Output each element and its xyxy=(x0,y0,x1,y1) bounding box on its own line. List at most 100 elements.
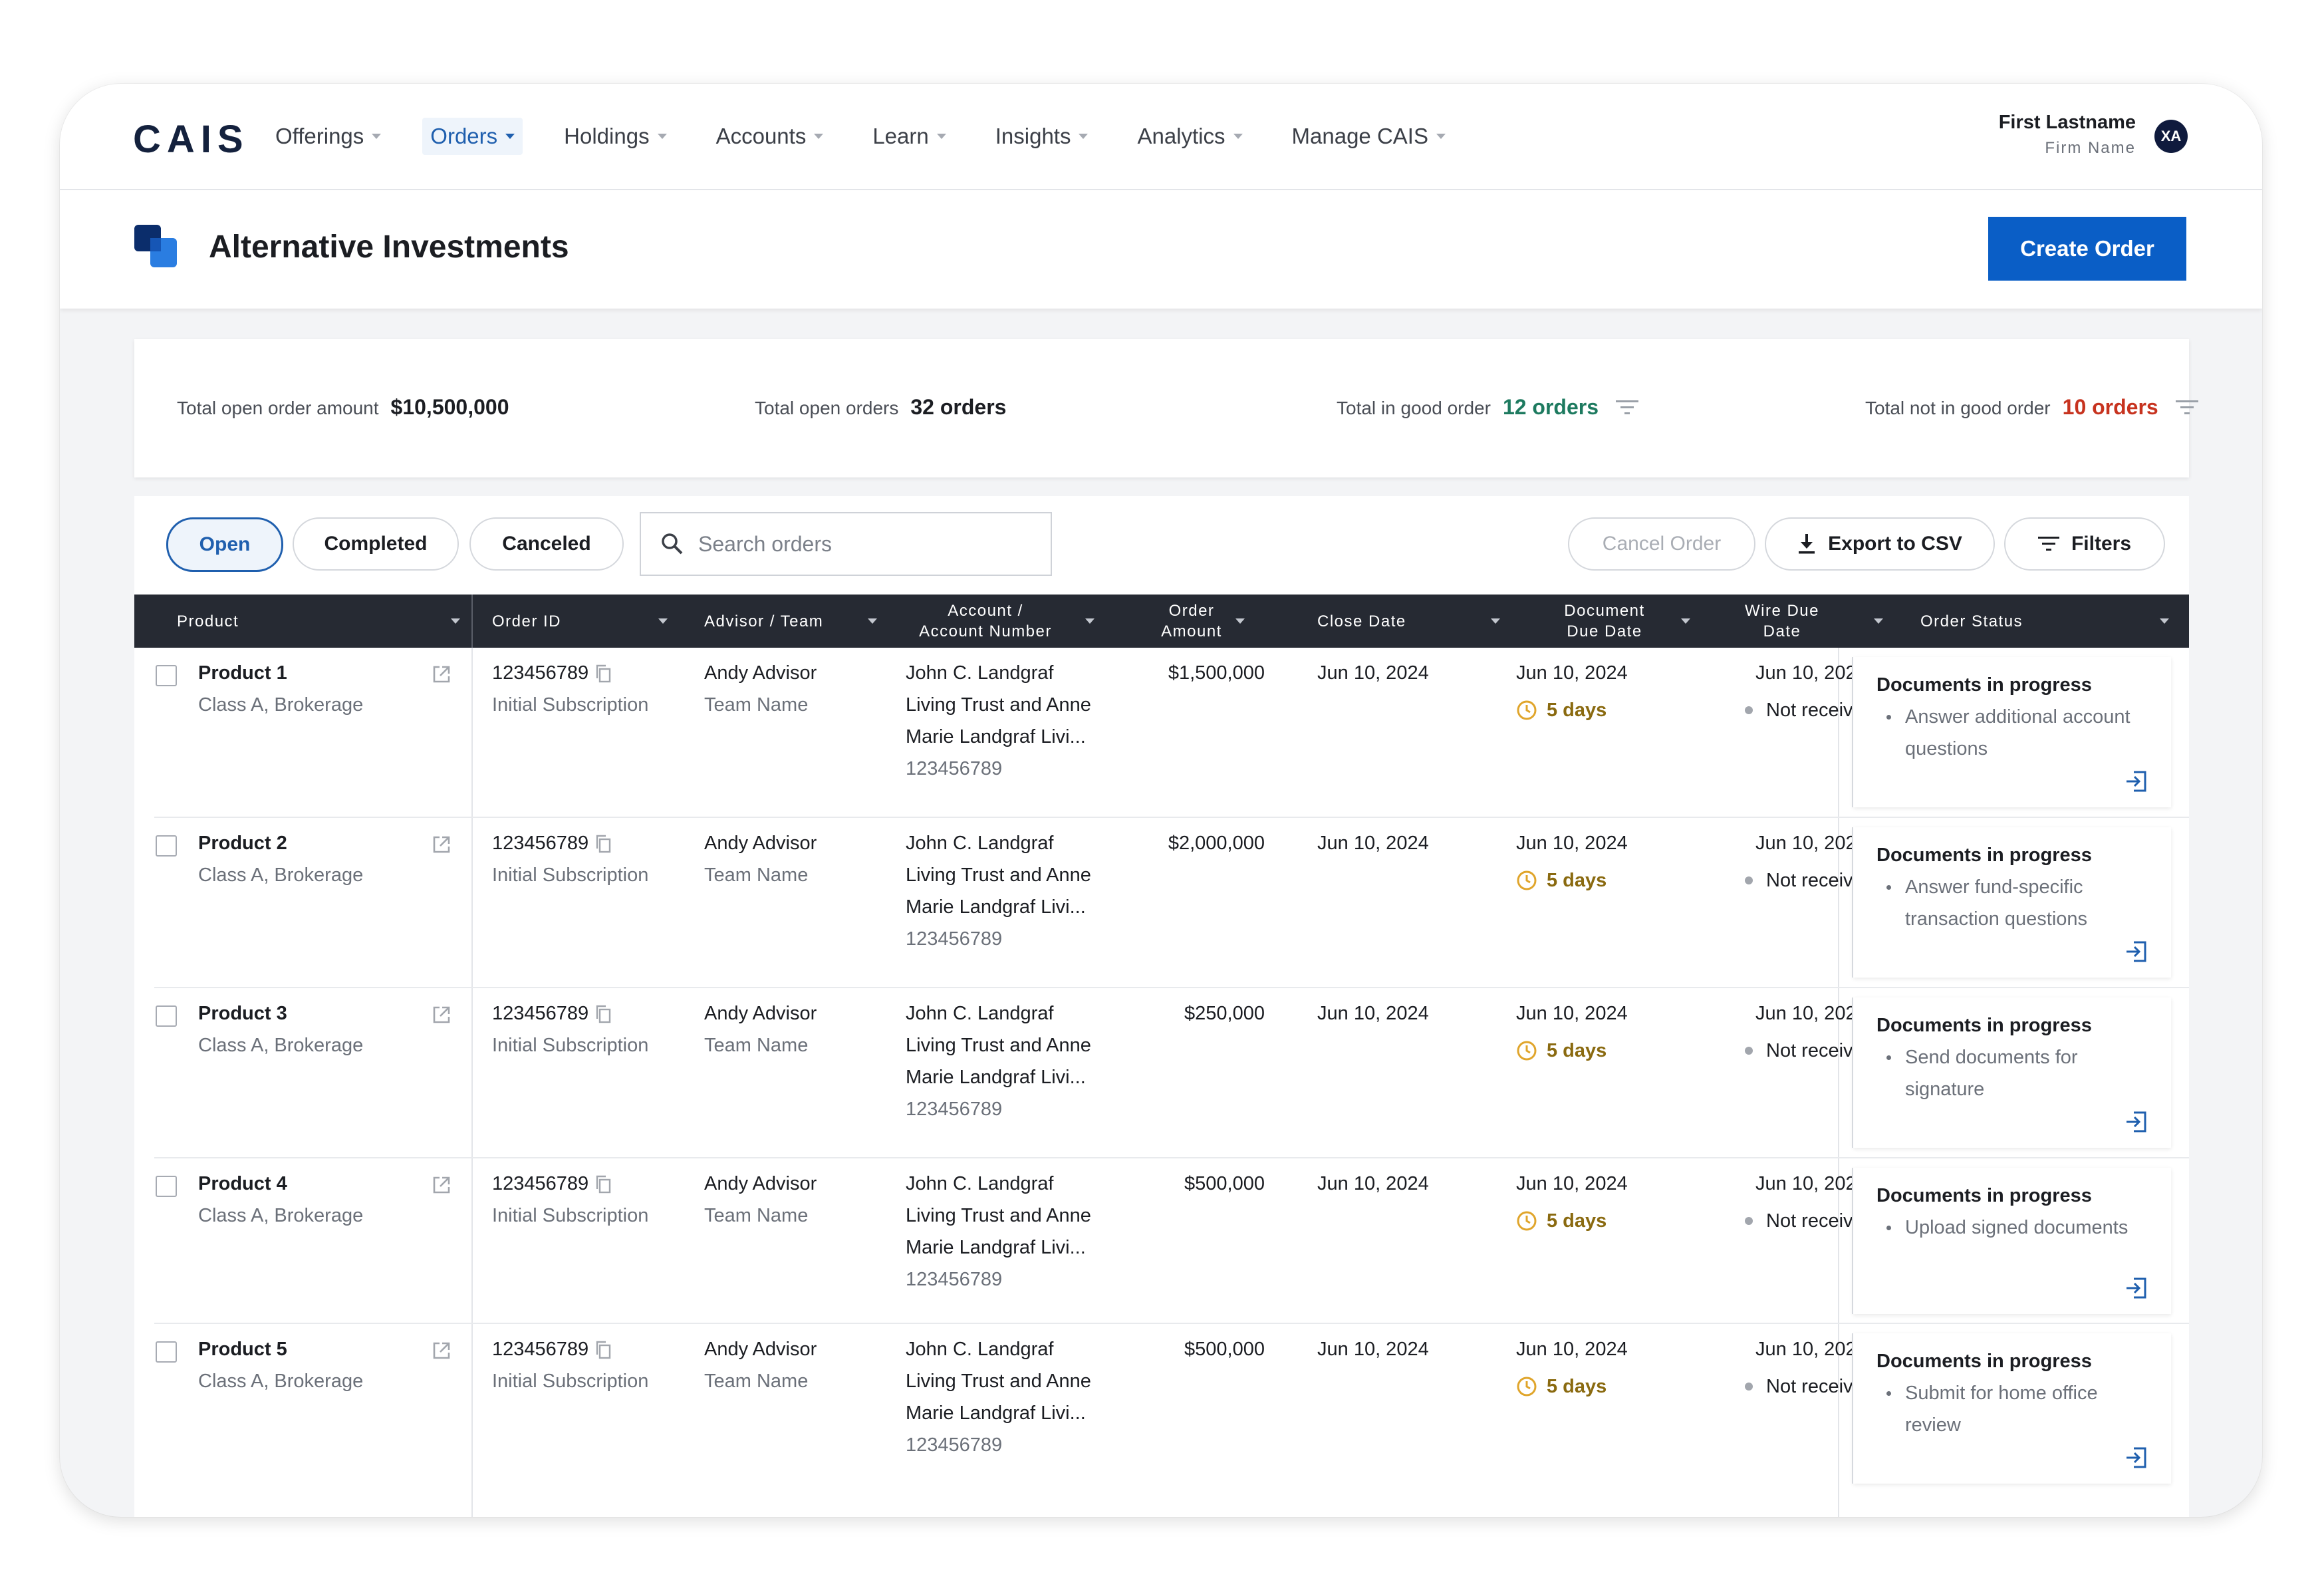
orders-card: Open Completed Canceled Cancel Order Exp… xyxy=(134,496,2189,1517)
order-status-card[interactable]: Documents in progress Upload signed docu… xyxy=(1853,1168,2171,1314)
sort-account-icon[interactable] xyxy=(1085,595,1095,648)
open-in-new-icon[interactable] xyxy=(432,835,451,854)
col-close-date-header[interactable]: Close Date xyxy=(1317,595,1406,648)
search-field[interactable] xyxy=(640,512,1052,576)
filters-button[interactable]: Filters xyxy=(2004,517,2165,571)
tab-canceled[interactable]: Canceled xyxy=(469,517,624,571)
product-name[interactable]: Product 1 xyxy=(198,662,287,684)
row-divider xyxy=(154,1323,2189,1324)
table-row[interactable]: Product 1 Class A, Brokerage 123456789 I… xyxy=(134,648,2189,818)
sort-caret-icon xyxy=(451,618,460,624)
sort-doc-due-icon[interactable] xyxy=(1681,595,1690,648)
filter-icon[interactable] xyxy=(1616,400,1639,416)
col-wire-due-header[interactable]: Wire Due Date xyxy=(1739,595,1825,648)
enter-arrow-icon[interactable] xyxy=(2125,1446,2147,1469)
row-checkbox[interactable] xyxy=(156,1176,177,1197)
days-remaining: 5 days xyxy=(1516,1371,1628,1402)
enter-arrow-icon[interactable] xyxy=(2125,770,2147,793)
order-amount: $250,000 xyxy=(1184,1003,1265,1024)
product-name[interactable]: Product 2 xyxy=(198,833,287,854)
table-row[interactable]: Product 2 Class A, Brokerage 123456789 I… xyxy=(134,818,2189,988)
enter-arrow-icon[interactable] xyxy=(2125,1111,2147,1133)
col-order-id-header[interactable]: Order ID xyxy=(492,595,561,648)
nav-item-insights[interactable]: Insights xyxy=(987,118,1096,155)
cais-logo[interactable]: CAIS xyxy=(133,118,249,161)
page-header: Alternative Investments Create Order xyxy=(60,190,2262,309)
close-date: Jun 10, 2024 xyxy=(1317,662,1429,684)
sort-close-date-icon[interactable] xyxy=(1491,595,1500,648)
sort-amount-icon[interactable] xyxy=(1235,595,1245,648)
col-amount-header[interactable]: Order Amount xyxy=(1152,595,1231,648)
filter-icon[interactable] xyxy=(2175,400,2198,416)
nav-item-learn[interactable]: Learn xyxy=(864,118,954,155)
create-order-button[interactable]: Create Order xyxy=(1988,217,2186,281)
row-checkbox[interactable] xyxy=(156,665,177,686)
days-remaining-text: 5 days xyxy=(1547,870,1607,891)
chevron-down-icon xyxy=(1079,134,1089,139)
row-checkbox[interactable] xyxy=(156,835,177,857)
cancel-order-button[interactable]: Cancel Order xyxy=(1568,517,1755,571)
copy-icon[interactable] xyxy=(595,1341,611,1359)
product-name[interactable]: Product 5 xyxy=(198,1339,287,1360)
nav-item-label: Accounts xyxy=(715,124,807,148)
col-doc-due-header[interactable]: Document Due Date xyxy=(1555,595,1654,648)
sort-status-icon[interactable] xyxy=(2160,595,2169,648)
stat-label: Total in good order xyxy=(1337,398,1491,418)
account-name-line: John C. Landgraf xyxy=(906,1003,1054,1024)
status-title: Documents in progress xyxy=(1876,1015,2092,1036)
wire-due-date: Jun 10, 2024 xyxy=(1755,1003,1867,1024)
status-detail: Answer additional account questions xyxy=(1886,701,2158,765)
advisor-name: Andy Advisor xyxy=(704,1003,817,1024)
nav-item-manage-cais[interactable]: Manage CAIS xyxy=(1284,118,1454,155)
team-name: Team Name xyxy=(704,1035,809,1056)
export-csv-button[interactable]: Export to CSV xyxy=(1765,517,1995,571)
nav-item-holdings[interactable]: Holdings xyxy=(556,118,674,155)
order-status-card[interactable]: Documents in progress Send documents for… xyxy=(1853,998,2171,1148)
copy-icon[interactable] xyxy=(595,1005,611,1023)
order-status-card[interactable]: Documents in progress Submit for home of… xyxy=(1853,1333,2171,1484)
col-account-header[interactable]: Account / Account Number xyxy=(906,595,1065,648)
nav-item-offerings[interactable]: Offerings xyxy=(267,118,389,155)
col-product-header[interactable]: Product xyxy=(177,595,239,648)
close-date: Jun 10, 2024 xyxy=(1317,1003,1429,1024)
table-row[interactable]: Product 4 Class A, Brokerage 123456789 I… xyxy=(134,1158,2189,1324)
tab-completed[interactable]: Completed xyxy=(293,517,459,571)
open-in-new-icon[interactable] xyxy=(432,665,451,684)
order-status-card[interactable]: Documents in progress Answer additional … xyxy=(1853,657,2171,807)
open-in-new-icon[interactable] xyxy=(432,1005,451,1024)
row-checkbox[interactable] xyxy=(156,1341,177,1363)
search-input[interactable] xyxy=(697,531,1019,557)
col-advisor-header[interactable]: Advisor / Team xyxy=(704,595,823,648)
open-in-new-icon[interactable] xyxy=(432,1176,451,1194)
order-status-card[interactable]: Documents in progress Answer fund-specif… xyxy=(1853,827,2171,978)
copy-icon[interactable] xyxy=(595,1175,611,1194)
table-row[interactable]: Product 3 Class A, Brokerage 123456789 I… xyxy=(134,988,2189,1158)
row-checkbox[interactable] xyxy=(156,1005,177,1027)
sort-advisor-icon[interactable] xyxy=(868,595,877,648)
order-type: Initial Subscription xyxy=(492,1205,649,1226)
account-name-line: Living Trust and Anne xyxy=(906,1035,1091,1056)
status-detail: Answer fund-specific transaction questio… xyxy=(1886,871,2158,935)
col-status-header[interactable]: Order Status xyxy=(1920,595,2023,648)
open-in-new-icon[interactable] xyxy=(432,1341,451,1360)
enter-arrow-icon[interactable] xyxy=(2125,1277,2147,1299)
account-number: 123456789 xyxy=(906,1269,1003,1290)
table-row[interactable]: Product 5 Class A, Brokerage 123456789 I… xyxy=(134,1324,2189,1517)
nav-item-orders[interactable]: Orders xyxy=(422,118,523,155)
user-menu[interactable]: First Lastname Firm Name xyxy=(1999,112,2136,158)
copy-icon[interactable] xyxy=(595,835,611,853)
nav-item-accounts[interactable]: Accounts xyxy=(708,118,832,155)
copy-icon[interactable] xyxy=(595,664,611,683)
sort-product-icon[interactable] xyxy=(451,595,460,648)
product-name[interactable]: Product 4 xyxy=(198,1173,287,1194)
tab-open[interactable]: Open xyxy=(166,517,283,572)
doc-due-date: Jun 10, 2024 xyxy=(1516,1173,1628,1194)
sort-wire-due-icon[interactable] xyxy=(1874,595,1883,648)
avatar[interactable]: XA xyxy=(2154,120,2188,153)
enter-arrow-icon[interactable] xyxy=(2125,940,2147,963)
product-name[interactable]: Product 3 xyxy=(198,1003,287,1024)
days-remaining: 5 days xyxy=(1516,694,1628,726)
sort-order-id-icon[interactable] xyxy=(658,595,668,648)
nav-item-analytics[interactable]: Analytics xyxy=(1129,118,1250,155)
column-divider xyxy=(1838,648,1839,1517)
